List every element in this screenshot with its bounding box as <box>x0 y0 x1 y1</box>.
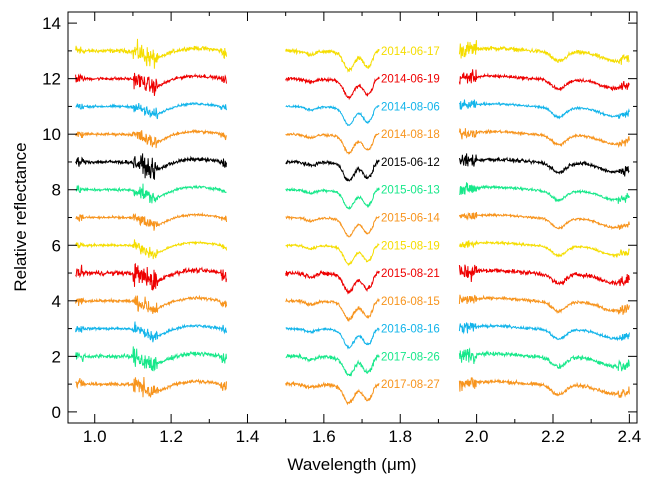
series-line-2015-06-13 <box>75 183 227 204</box>
series-line-2016-08-15 <box>75 294 227 314</box>
y-tick-label: 6 <box>52 236 61 255</box>
series-line-2015-06-12 <box>285 159 380 182</box>
series-line-2015-06-12 <box>458 153 630 177</box>
series-line-2015-06-12 <box>75 153 227 180</box>
series-line-2016-08-16 <box>75 321 227 343</box>
series-line-2015-08-19 <box>458 239 630 259</box>
series-label-layer: 2014-06-17 2014-06-19 2014-08-06 2014-08-18… <box>381 46 440 391</box>
series-line-2014-06-19 <box>458 69 630 92</box>
series-line-2014-08-18 <box>285 132 380 155</box>
y-tick-label: 12 <box>42 70 61 89</box>
x-tick-label: 1.8 <box>388 427 412 446</box>
y-tick-label: 0 <box>52 403 61 422</box>
series-line-2014-06-19 <box>75 72 227 96</box>
series-label-2017-08-26: 2017-08-26 <box>381 351 440 363</box>
series-line-2015-08-19 <box>75 239 227 260</box>
series-layer <box>75 38 630 406</box>
y-axis-title: Relative reflectance <box>11 142 30 291</box>
series-line-2017-08-27 <box>458 377 630 398</box>
series-label-2015-06-12: 2015-06-12 <box>381 157 440 169</box>
y-tick-label: 4 <box>52 292 61 311</box>
x-tick-label: 2.4 <box>618 427 642 446</box>
x-tick-label: 1.2 <box>159 427 183 446</box>
axis-ticks: 1.0 1.2 1.4 1.6 1.8 2.0 2.2 2.4 0 2 4 6 8 10 12 14 <box>42 12 641 446</box>
series-line-2017-08-27 <box>285 380 380 406</box>
series-line-2016-08-15 <box>285 297 380 322</box>
series-label-2015-08-19: 2015-08-19 <box>381 240 440 252</box>
x-tick-label: 2.0 <box>465 427 489 446</box>
series-line-2016-08-15 <box>458 294 630 315</box>
x-tick-label: 1.6 <box>312 427 336 446</box>
series-label-2015-06-14: 2015-06-14 <box>381 213 440 225</box>
series-label-2014-06-19: 2014-06-19 <box>381 74 440 86</box>
series-line-2014-06-17 <box>285 47 380 73</box>
series-label-2016-08-15: 2016-08-15 <box>381 296 440 308</box>
series-line-2014-06-17 <box>75 38 227 69</box>
series-label-2014-08-06: 2014-08-06 <box>381 101 440 113</box>
series-line-2017-08-26 <box>75 346 227 372</box>
series-line-2015-06-13 <box>285 187 380 210</box>
x-axis-title: Wavelength (μm) <box>287 455 416 474</box>
series-line-2015-06-14 <box>75 211 227 231</box>
series-line-2016-08-16 <box>285 326 380 350</box>
series-line-2015-08-19 <box>285 242 380 267</box>
series-label-2015-08-21: 2015-08-21 <box>381 268 440 280</box>
y-tick-label: 8 <box>52 181 61 200</box>
series-label-2015-06-13: 2015-06-13 <box>381 185 440 197</box>
series-line-2015-08-21 <box>285 269 380 295</box>
y-tick-label: 10 <box>42 125 61 144</box>
series-line-2014-08-18 <box>75 128 227 149</box>
series-line-2017-08-26 <box>285 352 380 377</box>
series-line-2014-08-18 <box>458 128 630 149</box>
x-tick-label: 1.4 <box>236 427 260 446</box>
series-line-2015-06-14 <box>458 211 630 230</box>
x-tick-label: 1.0 <box>83 427 107 446</box>
series-label-2014-06-17: 2014-06-17 <box>381 46 440 58</box>
series-label-2014-08-18: 2014-08-18 <box>381 129 440 141</box>
series-line-2014-08-06 <box>285 104 380 127</box>
series-label-2016-08-16: 2016-08-16 <box>381 324 440 336</box>
series-line-2015-06-13 <box>458 182 630 204</box>
series-line-2015-08-21 <box>458 264 630 287</box>
series-line-2017-08-26 <box>458 347 630 372</box>
series-line-2015-06-14 <box>285 215 380 238</box>
series-line-2014-08-06 <box>458 99 630 120</box>
series-line-2014-06-17 <box>458 40 630 65</box>
series-line-2017-08-27 <box>75 376 227 398</box>
series-line-2015-08-21 <box>75 263 227 291</box>
series-line-2014-08-06 <box>75 101 227 120</box>
y-tick-label: 14 <box>42 14 61 33</box>
y-tick-label: 2 <box>52 347 61 366</box>
x-tick-label: 2.2 <box>541 427 565 446</box>
series-label-2017-08-27: 2017-08-27 <box>381 379 440 391</box>
series-line-2016-08-16 <box>458 322 630 342</box>
series-line-2014-06-19 <box>285 76 380 101</box>
